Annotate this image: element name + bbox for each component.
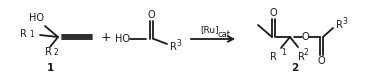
Text: 1: 1 [281,48,286,57]
Text: 2: 2 [53,48,58,57]
Text: 2: 2 [291,63,299,73]
Text: HO: HO [29,13,44,23]
Text: R: R [336,20,343,30]
Text: O: O [269,8,277,18]
Text: R: R [45,47,52,57]
Text: 3: 3 [176,39,181,48]
Text: 2: 2 [304,48,309,57]
Text: R: R [298,52,305,62]
Text: HO: HO [115,34,130,44]
Text: R: R [20,29,27,39]
Text: O: O [147,10,155,20]
Text: 1: 1 [46,63,54,73]
Text: 3: 3 [342,17,347,26]
Text: [Ru]: [Ru] [201,25,219,34]
Text: O: O [317,56,325,66]
Text: R: R [270,52,277,62]
Text: cat: cat [217,29,231,38]
Text: O: O [301,32,309,42]
Text: +: + [101,30,111,44]
Text: R: R [170,42,177,52]
Text: 1: 1 [29,30,34,39]
